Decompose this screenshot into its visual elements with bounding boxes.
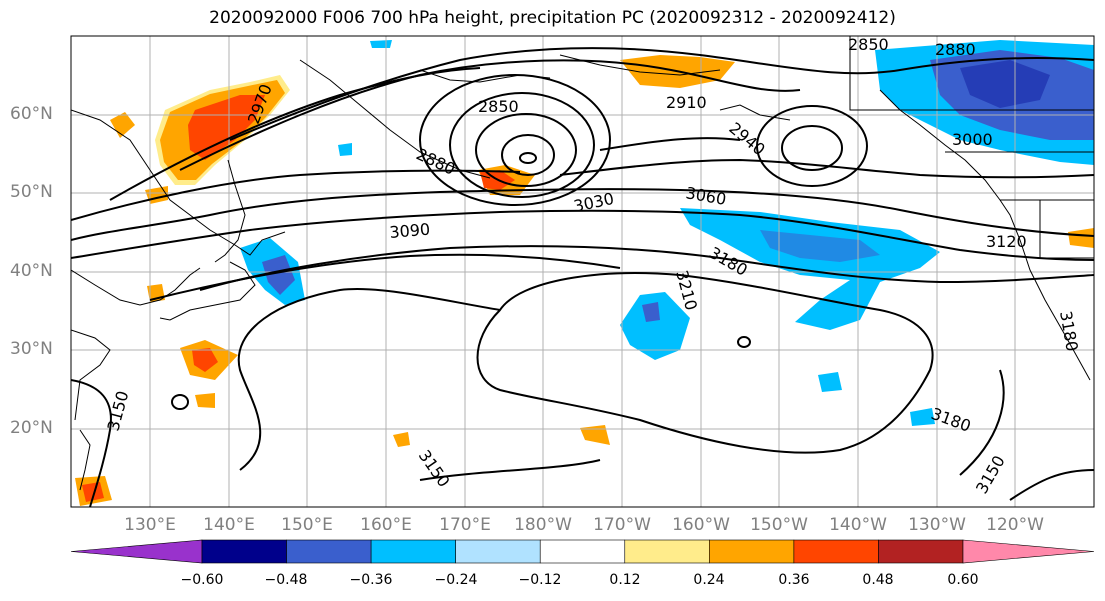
lon-label: 170°E xyxy=(439,515,491,535)
lat-label: 30°N xyxy=(10,339,53,359)
colorbar-tick-label: −0.60 xyxy=(180,572,224,588)
lon-label: 130°E xyxy=(124,515,176,535)
colorbar-tick-label: −0.12 xyxy=(518,572,562,588)
colorbar-bin xyxy=(793,539,879,564)
contour-label: 2910 xyxy=(666,93,707,112)
colorbar-extend-low xyxy=(70,539,203,564)
colorbar-extend-high xyxy=(962,539,1095,564)
colorbar-bin xyxy=(201,539,287,564)
colorbar-tick-label: 0.48 xyxy=(862,572,894,588)
contour-label: 2850 xyxy=(848,35,889,54)
lon-label: 160°E xyxy=(360,515,412,535)
colorbar-tick-label: −0.36 xyxy=(349,572,393,588)
lat-label: 50°N xyxy=(10,182,53,202)
lon-label: 170°W xyxy=(593,515,651,535)
colorbar-tick-label: 0.60 xyxy=(947,572,979,588)
map-frame xyxy=(70,35,1095,508)
lon-label: 160°W xyxy=(672,515,730,535)
colorbar-bin xyxy=(455,539,541,564)
colorbar-tick-label: −0.24 xyxy=(434,572,478,588)
lon-label: 130°W xyxy=(908,515,966,535)
contour-label: 3000 xyxy=(952,130,993,149)
map-title: 2020092000 F006 700 hPa height, precipit… xyxy=(209,8,896,28)
lon-label: 140°W xyxy=(829,515,887,535)
colorbar-bin xyxy=(878,539,964,564)
contour-label: 3090 xyxy=(389,220,431,242)
precip-shading xyxy=(75,40,1094,506)
colorbar-bin xyxy=(370,539,456,564)
lon-label: 150°W xyxy=(750,515,808,535)
colorbar-bin xyxy=(539,539,626,564)
lat-label: 40°N xyxy=(10,261,53,281)
colorbar-bin xyxy=(709,539,795,564)
contour-label: 2850 xyxy=(478,97,519,116)
colorbar-tick-label: 0.36 xyxy=(778,572,810,588)
colorbar xyxy=(70,539,1095,564)
colorbar-bin xyxy=(624,539,710,564)
map-panel xyxy=(71,36,1094,507)
colorbar-bin xyxy=(286,539,372,564)
lon-label: 150°E xyxy=(281,515,333,535)
colorbar-tick-label: 0.12 xyxy=(609,572,641,588)
lat-label: 20°N xyxy=(10,418,53,438)
contour-label: 2880 xyxy=(935,40,976,59)
lat-label: 60°N xyxy=(10,104,53,124)
lon-label: 140°E xyxy=(203,515,255,535)
lon-label: 120°W xyxy=(986,515,1044,535)
colorbar-tick-label: −0.48 xyxy=(264,572,308,588)
height-contours xyxy=(71,47,1094,507)
lon-label: 180°W xyxy=(514,515,572,535)
colorbar-tick-label: 0.24 xyxy=(693,572,725,588)
contour-label: 3120 xyxy=(986,232,1027,251)
